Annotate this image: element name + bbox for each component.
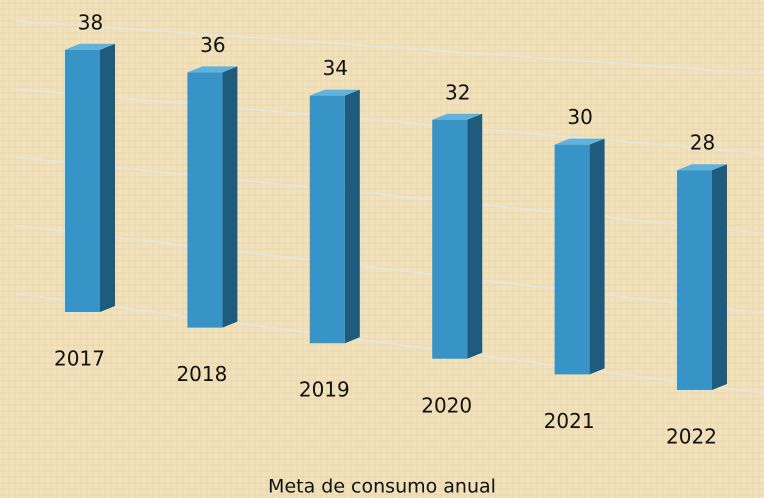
bar-top <box>309 89 360 96</box>
grid-line <box>14 88 764 155</box>
data-label: 32 <box>445 80 470 104</box>
x-tick-label: 2022 <box>666 425 717 449</box>
bar-front <box>677 170 712 390</box>
bar-top <box>677 164 727 171</box>
grid-line <box>14 19 764 75</box>
bar-side <box>100 43 115 313</box>
data-label: 28 <box>690 131 715 155</box>
x-axis-title: Meta de consumo anual <box>268 476 496 498</box>
bar <box>554 138 605 375</box>
bar-front <box>187 72 223 328</box>
bar-side <box>467 113 483 359</box>
bar-side <box>589 138 605 375</box>
grid-line <box>14 224 764 314</box>
x-tick-label: 2021 <box>544 409 595 433</box>
bar <box>65 43 115 313</box>
bar-side <box>712 164 727 390</box>
bar-front <box>432 119 468 359</box>
bar <box>309 89 360 344</box>
data-label: 34 <box>323 56 348 80</box>
bar-top <box>432 113 483 120</box>
bar <box>432 113 483 359</box>
x-tick-label: 2020 <box>421 393 472 417</box>
grid-line <box>14 156 764 235</box>
bar-top <box>187 66 238 73</box>
bar-top <box>554 138 605 145</box>
x-tick-label: 2017 <box>54 347 105 371</box>
bar-front <box>309 95 345 344</box>
x-tick-label: 2019 <box>299 378 350 402</box>
data-label: 36 <box>200 33 225 57</box>
data-label: 38 <box>78 10 103 34</box>
grid-line <box>14 292 764 394</box>
bar-front <box>554 144 590 375</box>
bar <box>187 66 238 328</box>
bar-front <box>65 49 100 313</box>
bar-side <box>344 89 360 344</box>
bar-side <box>222 66 238 328</box>
bar-top <box>65 43 115 50</box>
data-label: 30 <box>567 105 592 129</box>
x-tick-label: 2018 <box>176 362 227 386</box>
bar <box>677 164 727 390</box>
